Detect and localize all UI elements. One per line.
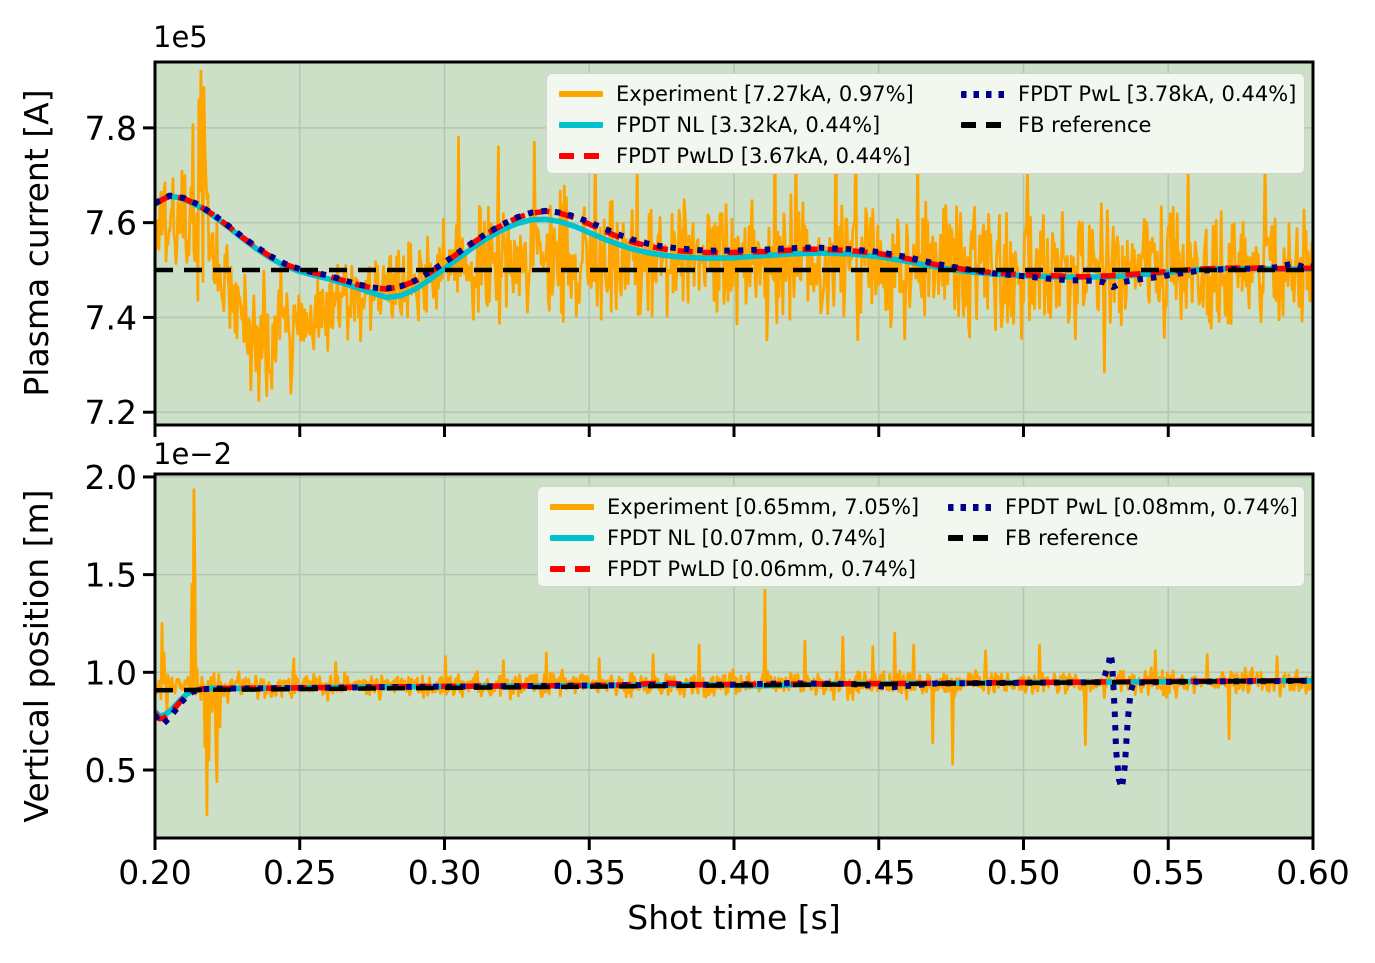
series-fb_reference-line <box>155 678 1313 693</box>
x-tick-label: 0.55 <box>1132 853 1205 892</box>
y-tick-label: 1.5 <box>85 556 137 595</box>
legend-label: FPDT PwL [3.78kA, 0.44%] <box>1018 82 1297 106</box>
x-tick-label: 0.45 <box>842 853 915 892</box>
series-experiment-line <box>155 488 1313 816</box>
legend-label: FPDT PwLD [0.06mm, 0.74%] <box>607 557 916 581</box>
x-tick-label: 0.40 <box>697 853 770 892</box>
legend-label: FB reference <box>1005 526 1139 550</box>
legend-item-fpdt-pwld: FPDT PwLD [3.67kA, 0.44%] <box>559 141 911 171</box>
y-tick-label: 7.4 <box>85 298 137 337</box>
x-tick-label: 0.25 <box>263 853 336 892</box>
fpdt-nl-line-swatch <box>559 122 603 128</box>
series-fpdt_pwl-line <box>155 650 1313 791</box>
legend-item-experiment: Experiment [0.65mm, 7.05%] <box>550 492 919 522</box>
legend-item-fpdt-nl: FPDT NL [3.32kA, 0.44%] <box>559 110 880 140</box>
fb-reference-line-swatch <box>948 535 992 541</box>
legend-label: FPDT NL [0.07mm, 0.74%] <box>607 526 886 550</box>
legend-label: Experiment [0.65mm, 7.05%] <box>607 495 920 519</box>
x-tick-label: 0.20 <box>118 853 191 892</box>
x-tick-label: 0.50 <box>987 853 1060 892</box>
legend-label: FPDT PwLD [3.67kA, 0.44%] <box>616 144 911 168</box>
x-axis-label: Shot time [s] <box>627 898 841 937</box>
top-axis-offset-text: 1e5 <box>153 20 208 54</box>
x-tick-label: 0.60 <box>1276 853 1349 892</box>
fpdt-pwld-line-swatch <box>559 153 603 159</box>
legend-label: FB reference <box>1018 113 1152 137</box>
y-tick-label: 1.0 <box>85 653 137 692</box>
experiment-line-swatch <box>550 504 594 510</box>
experiment-line-swatch <box>559 91 603 97</box>
legend-item-experiment: Experiment [7.27kA, 0.97%] <box>559 79 914 109</box>
legend-top: Experiment [7.27kA, 0.97%] FPDT NL [3.32… <box>546 73 1305 174</box>
x-tick-label: 0.30 <box>408 853 481 892</box>
legend-item-fpdt-pwl: FPDT PwL [0.08mm, 0.74%] <box>948 492 1298 522</box>
legend-item-fb-reference: FB reference <box>961 110 1151 140</box>
fpdt-pwld-line-swatch <box>550 566 594 572</box>
legend-label: Experiment [7.27kA, 0.97%] <box>616 82 914 106</box>
fb-reference-line-swatch <box>961 122 1005 128</box>
legend-label: FPDT NL [3.32kA, 0.44%] <box>616 113 881 137</box>
y-tick-label: 0.5 <box>85 751 137 790</box>
plot-spine <box>153 60 1315 427</box>
legend-bottom: Experiment [0.65mm, 7.05%] FPDT NL [0.07… <box>537 486 1305 587</box>
plot-spine <box>153 472 1315 840</box>
fpdt-pwl-line-swatch <box>948 503 992 511</box>
bottom-y-axis-label: Vertical position [m] <box>17 489 56 823</box>
legend-item-fpdt-pwl: FPDT PwL [3.78kA, 0.44%] <box>961 79 1296 109</box>
legend-item-fpdt-pwld: FPDT PwLD [0.06mm, 0.74%] <box>550 554 916 584</box>
legend-item-fpdt-nl: FPDT NL [0.07mm, 0.74%] <box>550 523 886 553</box>
legend-item-fb-reference: FB reference <box>948 523 1138 553</box>
fpdt-nl-line-swatch <box>550 535 594 541</box>
y-tick-label: 7.2 <box>85 393 137 432</box>
legend-label: FPDT PwL [0.08mm, 0.74%] <box>1005 495 1298 519</box>
y-tick-label: 7.8 <box>85 109 137 148</box>
y-tick-label: 7.6 <box>85 204 137 243</box>
fpdt-pwl-line-swatch <box>961 90 1005 98</box>
y-tick-label: 2.0 <box>85 458 137 497</box>
x-tick-label: 0.35 <box>553 853 626 892</box>
bottom-axis-offset-text: 1e−2 <box>153 437 233 471</box>
